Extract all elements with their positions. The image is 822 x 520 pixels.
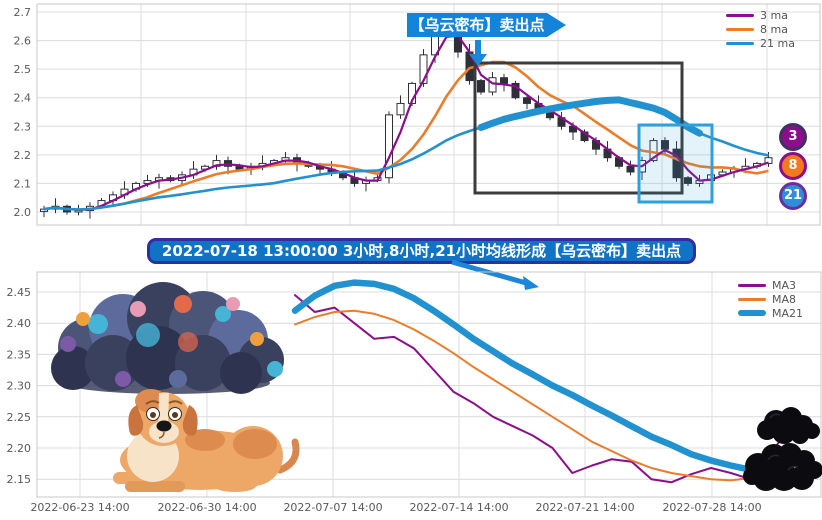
bottom-chart-legend: MA3 MA8 MA21 xyxy=(738,278,803,320)
y-tick-label: 2.40 xyxy=(7,317,32,330)
ma8-line xyxy=(294,309,811,482)
y-tick-label: 2.35 xyxy=(7,348,32,361)
y-tick-label: 2.4 xyxy=(14,92,32,105)
x-tick-label: 2022-06-30 14:00 xyxy=(157,501,256,514)
legend-item: MA3 xyxy=(738,278,803,292)
y-tick-label: 2.3 xyxy=(14,120,32,133)
y-tick-label: 2.7 xyxy=(14,6,32,19)
legend-item: MA8 xyxy=(738,292,803,306)
legend-line-swatch xyxy=(726,13,754,17)
legend-line-swatch xyxy=(738,310,766,316)
y-tick-label: 2.5 xyxy=(14,63,32,76)
sell-annotation-text: 【乌云密布】卖出点 xyxy=(409,16,544,34)
decline-highlight-box xyxy=(473,61,684,195)
ma8-line xyxy=(43,60,769,211)
legend-label: MA8 xyxy=(772,292,797,306)
ma-line-chart: 2.15 2.20 2.25 2.30 2.35 2.40 2.45 2022-06-23 1… xyxy=(0,268,822,520)
sell-annotation: 【乌云密布】卖出点 xyxy=(407,13,566,66)
top-chart-legend: 3 ma 8 ma 21 ma xyxy=(726,8,795,50)
legend-label: 21 ma xyxy=(760,36,795,50)
x-tick-label: 2022-07-14 14:00 xyxy=(409,501,508,514)
legend-label: 8 ma xyxy=(760,22,788,36)
legend-item: 21 ma xyxy=(726,36,795,50)
sell-annotation-banner xyxy=(407,13,566,37)
storm-cloud-illustration xyxy=(51,282,284,394)
ma8-badge: 8 xyxy=(779,152,807,180)
dog-illustration xyxy=(113,389,300,492)
x-tick-label: 2022-07-07 14:00 xyxy=(283,501,382,514)
legend-item: 3 ma xyxy=(726,8,795,22)
down-arrow-icon xyxy=(469,40,487,66)
legend-line-swatch xyxy=(738,297,766,301)
x-tick-label: 2022-07-21 14:00 xyxy=(535,501,634,514)
ma3-line xyxy=(43,34,769,211)
legend-label: MA3 xyxy=(772,278,797,292)
legend-label: 3 ma xyxy=(760,8,788,22)
ma21-line xyxy=(291,279,814,479)
bounce-highlight-box xyxy=(637,123,714,204)
y-tick-label: 2.30 xyxy=(7,380,32,393)
y-tick-label: 2.0 xyxy=(14,206,32,219)
ma21-badge: 21 xyxy=(779,182,807,210)
ma3-line xyxy=(294,294,811,484)
legend-line-swatch xyxy=(726,41,754,45)
legend-label: MA21 xyxy=(772,306,804,320)
y-tick-label: 2.6 xyxy=(14,35,32,48)
y-tick-label: 2.15 xyxy=(7,473,32,486)
y-tick-label: 2.25 xyxy=(7,411,32,424)
ma21-emphasis-line xyxy=(477,96,703,137)
x-tick-label: 2022-06-23 14:00 xyxy=(30,501,129,514)
ma3-badge: 3 xyxy=(779,123,807,151)
legend-item: MA21 xyxy=(738,306,803,320)
legend-line-swatch xyxy=(738,283,766,287)
x-tick-label: 2022-07-28 14:00 xyxy=(662,501,761,514)
black-clouds-illustration xyxy=(743,407,822,491)
legend-line-swatch xyxy=(726,27,754,31)
y-tick-label: 2.45 xyxy=(7,286,32,299)
legend-item: 8 ma xyxy=(726,22,795,36)
y-tick-label: 2.20 xyxy=(7,442,32,455)
y-tick-label: 2.2 xyxy=(14,149,32,162)
candlestick-chart: 2.0 2.1 2.2 2.3 2.4 2.5 2.6 2.7 【乌云密布】卖出点 xyxy=(14,3,821,226)
event-banner: 2022-07-18 13:00:00 3小时,8小时,21小时均线形成【乌云密… xyxy=(147,238,696,264)
y-tick-label: 2.1 xyxy=(14,177,32,190)
